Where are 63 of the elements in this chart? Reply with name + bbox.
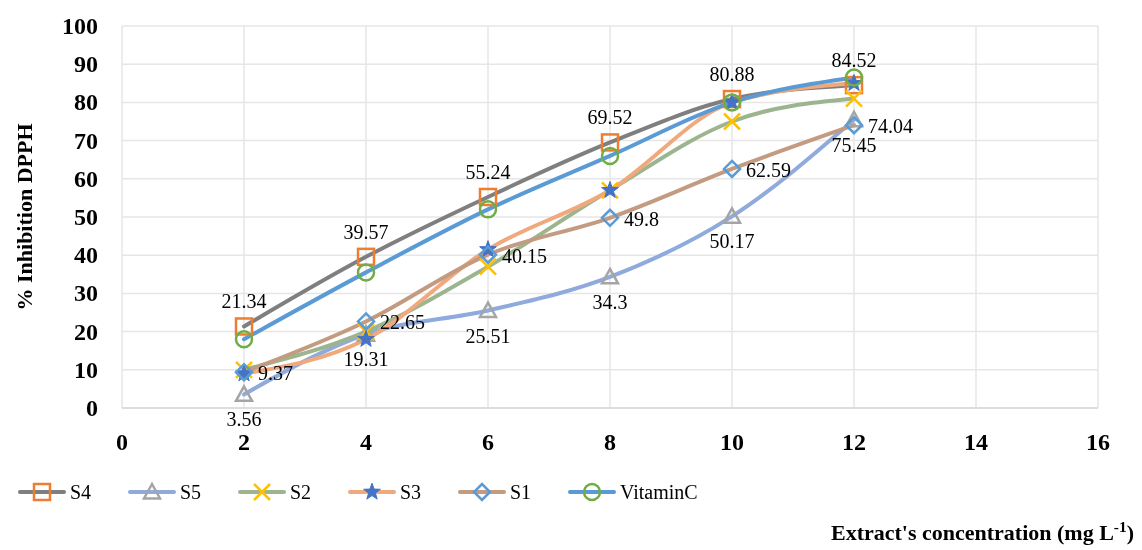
data-label: 40.15 bbox=[502, 244, 547, 267]
data-label: 80.88 bbox=[709, 63, 755, 86]
point bbox=[600, 146, 620, 166]
point bbox=[600, 208, 620, 228]
point bbox=[600, 133, 620, 152]
data-label: 21.34 bbox=[221, 290, 267, 313]
x-axis-title: Extract's concentration (mg L$^{-1}$) bbox=[830, 517, 1134, 545]
point bbox=[356, 263, 376, 282]
data-label: 62.59 bbox=[746, 158, 791, 181]
x-tick-label: 8 bbox=[604, 429, 616, 455]
point bbox=[600, 267, 620, 285]
data-label: 49.8 bbox=[624, 207, 659, 230]
data-label: 55.24 bbox=[465, 160, 511, 183]
y-tick-label: 50 bbox=[74, 204, 98, 230]
x-tick-label: 6 bbox=[482, 429, 494, 455]
data-label: 69.52 bbox=[587, 106, 633, 129]
x-tick-label: 16 bbox=[1086, 429, 1110, 455]
data-label: 22.65 bbox=[380, 311, 425, 334]
legend-label: S4 bbox=[70, 481, 92, 503]
point bbox=[478, 257, 498, 276]
legend-label: S3 bbox=[400, 481, 422, 503]
data-label: 19.31 bbox=[343, 348, 389, 371]
point bbox=[844, 115, 864, 135]
y-tick-label: 20 bbox=[74, 318, 98, 345]
data-label: 50.17 bbox=[709, 230, 755, 253]
data-label: 3.56 bbox=[226, 408, 262, 431]
y-tick-label: 90 bbox=[74, 51, 98, 78]
y-axis-title: % Inhibition DPPH bbox=[12, 123, 37, 311]
point bbox=[478, 245, 498, 264]
point bbox=[478, 301, 498, 319]
point bbox=[478, 200, 498, 219]
y-tick-label: 0 bbox=[86, 395, 98, 421]
point bbox=[722, 159, 742, 179]
y-tick-label: 40 bbox=[74, 242, 98, 269]
legend-label: S2 bbox=[290, 481, 312, 503]
data-label: 84.52 bbox=[831, 49, 877, 72]
x-tick-label: 14 bbox=[964, 429, 988, 455]
legend-label: S5 bbox=[180, 481, 202, 503]
point bbox=[234, 329, 254, 349]
y-tick-label: 100 bbox=[62, 13, 98, 39]
data-label: 9.37 bbox=[258, 362, 293, 385]
x-tick-label: 10 bbox=[720, 429, 744, 455]
point bbox=[357, 329, 375, 347]
y-tick-label: 10 bbox=[74, 356, 98, 383]
y-tick-label: 70 bbox=[74, 127, 98, 154]
x-tick-label: 12 bbox=[842, 429, 866, 455]
x-tick-label: 2 bbox=[238, 429, 250, 455]
data-label: 25.51 bbox=[465, 324, 511, 347]
data-label: 39.57 bbox=[343, 220, 389, 243]
point bbox=[722, 112, 742, 131]
y-tick-label: 80 bbox=[74, 89, 98, 116]
point bbox=[844, 89, 864, 108]
data-label: 34.3 bbox=[592, 290, 628, 313]
point bbox=[722, 207, 742, 224]
x-tick-label: 0 bbox=[116, 429, 128, 455]
x-tick-label: 4 bbox=[360, 429, 372, 455]
y-tick-label: 60 bbox=[74, 165, 98, 192]
y-tick-label: 30 bbox=[74, 280, 98, 307]
point bbox=[844, 68, 864, 87]
point bbox=[234, 385, 254, 403]
point bbox=[356, 312, 376, 331]
legend-label: S1 bbox=[510, 481, 532, 503]
legend-label: VitaminC bbox=[620, 481, 698, 503]
